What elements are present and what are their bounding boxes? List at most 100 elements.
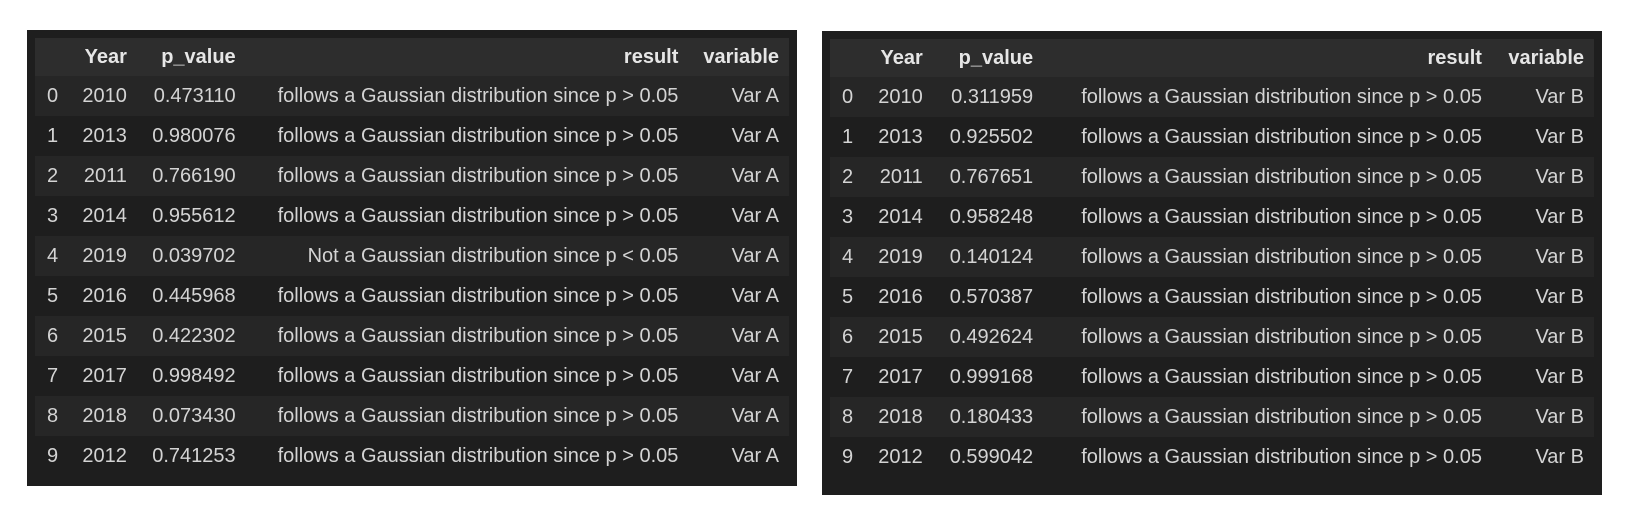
year-cell: 2018 bbox=[878, 405, 923, 428]
result-cell: follows a Gaussian distribution since p … bbox=[1081, 365, 1482, 388]
result-cell: follows a Gaussian distribution since p … bbox=[277, 324, 679, 347]
table-row: 9 2012 0.741253 follows a Gaussian distribu… bbox=[35, 436, 789, 476]
year-cell: 2017 bbox=[82, 364, 127, 387]
year-cell: 2014 bbox=[82, 204, 127, 227]
table-row: 8 2018 0.180433 follows a Gaussian distribu… bbox=[830, 397, 1594, 437]
table-row: 2 2011 0.766190 follows a Gaussian distribu… bbox=[35, 156, 789, 196]
year-cell: 2012 bbox=[878, 445, 923, 468]
table-row: 7 2017 0.998492 follows a Gaussian distribu… bbox=[35, 356, 789, 396]
table-row: 8 2018 0.073430 follows a Gaussian distribu… bbox=[35, 396, 789, 436]
table-header-row: Year p_value result variable bbox=[830, 39, 1594, 77]
result-cell: follows a Gaussian distribution since p … bbox=[277, 124, 679, 147]
result-cell: follows a Gaussian distribution since p … bbox=[1081, 125, 1482, 148]
table-row: 5 2016 0.445968 follows a Gaussian distribu… bbox=[35, 276, 789, 316]
p-value-cell: 0.492624 bbox=[949, 325, 1034, 348]
year-cell: 2018 bbox=[82, 404, 127, 427]
row-index-cell: 4 bbox=[842, 245, 854, 268]
row-index-cell: 5 bbox=[47, 284, 59, 307]
table-row: 9 2012 0.599042 follows a Gaussian distribu… bbox=[830, 437, 1594, 477]
p-value-cell: 0.140124 bbox=[949, 245, 1034, 268]
table-row: 3 2014 0.958248 follows a Gaussian distribu… bbox=[830, 197, 1594, 237]
year-cell: 2016 bbox=[878, 285, 923, 308]
column-header-p-value: p_value bbox=[161, 45, 236, 68]
variable-cell: Var B bbox=[1535, 205, 1584, 228]
p-value-cell: 0.925502 bbox=[949, 125, 1034, 148]
table-row: 0 2010 0.311959 follows a Gaussian distribu… bbox=[830, 77, 1594, 117]
column-header-variable: variable bbox=[703, 45, 779, 68]
p-value-cell: 0.999168 bbox=[949, 365, 1034, 388]
column-header-p-value: p_value bbox=[958, 46, 1034, 69]
result-cell: follows a Gaussian distribution since p … bbox=[277, 364, 679, 387]
year-cell: 2013 bbox=[82, 124, 127, 147]
row-index-cell: 6 bbox=[842, 325, 854, 348]
p-value-cell: 0.998492 bbox=[152, 364, 236, 387]
p-value-cell: 0.570387 bbox=[949, 285, 1034, 308]
table-row: 6 2015 0.422302 follows a Gaussian distribu… bbox=[35, 316, 789, 356]
dataframe-output-var-b: Year p_value result variable 0 2010 0.3119… bbox=[822, 31, 1602, 495]
result-cell: follows a Gaussian distribution since p … bbox=[1081, 165, 1482, 188]
row-index-cell: 7 bbox=[842, 365, 854, 388]
p-value-cell: 0.445968 bbox=[152, 284, 236, 307]
column-header-index bbox=[830, 39, 864, 77]
result-cell: follows a Gaussian distribution since p … bbox=[277, 204, 679, 227]
p-value-cell: 0.473110 bbox=[153, 84, 236, 107]
year-cell: 2015 bbox=[878, 325, 923, 348]
p-value-cell: 0.958248 bbox=[949, 205, 1034, 228]
result-cell: Not a Gaussian distribution since p < 0.… bbox=[307, 244, 679, 267]
year-cell: 2013 bbox=[878, 125, 923, 148]
row-index-cell: 0 bbox=[47, 84, 59, 107]
variable-cell: Var A bbox=[731, 284, 779, 307]
row-index-cell: 9 bbox=[47, 444, 59, 467]
column-header-result: result bbox=[1427, 46, 1482, 69]
dataframe-output-var-a: Year p_value result variable 0 2010 0.4731… bbox=[27, 30, 797, 486]
result-cell: follows a Gaussian distribution since p … bbox=[277, 164, 679, 187]
table-row: 1 2013 0.925502 follows a Gaussian distribu… bbox=[830, 117, 1594, 157]
variable-cell: Var B bbox=[1535, 245, 1584, 268]
row-index-cell: 8 bbox=[842, 405, 854, 428]
row-index-cell: 1 bbox=[842, 125, 854, 148]
table-row: 7 2017 0.999168 follows a Gaussian distribu… bbox=[830, 357, 1594, 397]
column-header-result: result bbox=[623, 45, 679, 68]
result-cell: follows a Gaussian distribution since p … bbox=[1081, 405, 1482, 428]
column-header-variable: variable bbox=[1508, 46, 1584, 69]
table-row: 6 2015 0.492624 follows a Gaussian distribu… bbox=[830, 317, 1594, 357]
table-row: 4 2019 0.140124 follows a Gaussian distribu… bbox=[830, 237, 1594, 277]
p-value-cell: 0.599042 bbox=[949, 445, 1034, 468]
table-row: 5 2016 0.570387 follows a Gaussian distribu… bbox=[830, 277, 1594, 317]
year-cell: 2015 bbox=[82, 324, 127, 347]
result-cell: follows a Gaussian distribution since p … bbox=[277, 444, 679, 467]
result-cell: follows a Gaussian distribution since p … bbox=[1081, 85, 1482, 108]
p-value-cell: 0.180433 bbox=[949, 405, 1034, 428]
year-cell: 2012 bbox=[82, 444, 127, 467]
row-index-cell: 0 bbox=[842, 85, 854, 108]
year-cell: 2014 bbox=[878, 205, 923, 228]
row-index-cell: 3 bbox=[842, 205, 854, 228]
row-index-cell: 2 bbox=[842, 165, 854, 188]
p-value-cell: 0.741253 bbox=[152, 444, 236, 467]
row-index-cell: 1 bbox=[47, 124, 59, 147]
column-header-index bbox=[35, 38, 69, 76]
column-header-year: Year bbox=[84, 45, 127, 68]
variable-cell: Var A bbox=[731, 244, 779, 267]
year-cell: 2017 bbox=[878, 365, 923, 388]
variable-cell: Var A bbox=[731, 204, 779, 227]
result-cell: follows a Gaussian distribution since p … bbox=[277, 284, 679, 307]
variable-cell: Var A bbox=[731, 364, 779, 387]
year-cell: 2010 bbox=[82, 84, 127, 107]
row-index-cell: 6 bbox=[47, 324, 59, 347]
year-cell: 2019 bbox=[878, 245, 923, 268]
table-row: 0 2010 0.473110 follows a Gaussian distribu… bbox=[35, 76, 789, 116]
variable-cell: Var A bbox=[731, 164, 779, 187]
variable-cell: Var B bbox=[1535, 125, 1584, 148]
row-index-cell: 8 bbox=[47, 404, 59, 427]
row-index-cell: 7 bbox=[47, 364, 59, 387]
p-value-cell: 0.955612 bbox=[152, 204, 236, 227]
variable-cell: Var A bbox=[731, 124, 779, 147]
p-value-cell: 0.980076 bbox=[152, 124, 236, 147]
p-value-cell: 0.039702 bbox=[152, 244, 236, 267]
year-cell: 2011 bbox=[83, 164, 127, 187]
table-row: 4 2019 0.039702 Not a Gaussian distribution… bbox=[35, 236, 789, 276]
year-cell: 2010 bbox=[878, 85, 923, 108]
table-header-row: Year p_value result variable bbox=[35, 38, 789, 76]
row-index-cell: 5 bbox=[842, 285, 854, 308]
